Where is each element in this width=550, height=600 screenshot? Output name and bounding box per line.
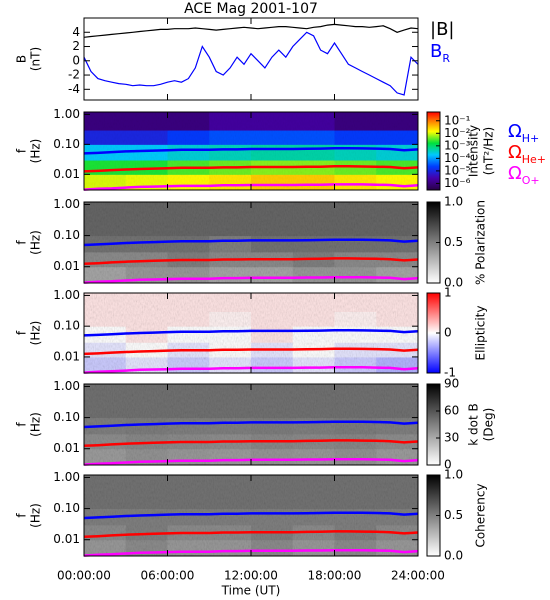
gyro-legend-main: Ω [508,121,522,142]
y-axis-label: (Hz) [29,321,43,346]
y-tick-label: 0.01 [53,259,80,273]
colorbar-tick-label: 10⁻⁴ [444,151,471,165]
y-tick-label: 1.00 [53,379,80,393]
colorbar [426,383,441,466]
legend-entry: BR [430,41,450,65]
gyro-legend-main: Ω [508,163,522,184]
y-tick-label: 1.00 [53,470,80,484]
y-tick-label: 1.00 [53,197,80,211]
colorbar-tick-label: 10⁻⁶ [444,176,471,190]
colorbar-tick-label: 0.0 [444,549,463,563]
y-tick-label: -4 [68,82,80,96]
gyro-legend-sub: O+ [522,174,540,187]
plot-frame [83,17,419,101]
gyrofrequency-line [83,530,419,538]
colorbar-tick-label: 0.5 [444,508,463,522]
x-tick-label: 00:00:00 [57,569,111,583]
y-tick-label: 0.10 [53,319,80,333]
colorbar-tick-label: 1 [444,286,452,300]
gyrofrequency-line [83,439,419,447]
gyrofrequency-line [83,147,419,155]
y-tick-label: 0.01 [53,349,80,363]
y-tick-label: 1.00 [53,288,80,302]
y-axis-label: (Hz) [29,503,43,528]
colorbar-tick-label: 10⁻² [444,126,471,140]
y-axis-label: (Hz) [29,412,43,437]
gyro-legend-sub: H+ [522,132,540,145]
gyrofrequency-line [83,511,419,520]
x-tick-label: 24:00:00 [391,569,445,583]
colorbar-tick-label: 90 [444,377,459,391]
y-tick-label: 0.01 [53,441,80,455]
colorbar [426,111,441,191]
colorbar-label: Ellipticity [474,306,488,361]
y-axis-label: (Hz) [29,230,43,255]
y-tick-label: 0.10 [53,137,80,151]
gyro-legend: ΩHe+ [508,142,546,166]
x-tick-label: 12:00:00 [224,569,278,583]
y-axis-label: f [15,513,29,518]
gyrofrequency-line [83,165,419,173]
gyro-legend: ΩO+ [508,163,540,187]
colorbar-tick-label: 10⁻¹ [444,113,471,127]
y-tick-label: 2 [72,39,80,53]
colorbar-tick-label: 30 [444,431,459,445]
colorbar-label: Intensity [467,125,481,177]
colorbar-label: Coherency [474,483,488,547]
colorbar-tick-label: 1.0 [444,195,463,209]
y-tick-label: 0.10 [53,410,80,424]
colorbar-label: (nT²/Hz) [482,127,496,175]
y-axis-label: (Hz) [29,139,43,164]
y-tick-label: 1.00 [53,107,80,121]
series-line [83,31,419,96]
y-tick-label: 0 [72,53,80,67]
gyro-legend-main: Ω [508,142,522,163]
colorbar-tick-label: 0.0 [444,276,463,290]
colorbar-tick-label: 60 [444,404,459,418]
gyrofrequency-line [83,420,419,429]
y-tick-label: 0.10 [53,501,80,515]
y-tick-label: 0.01 [53,167,80,181]
colorbar-tick-label: 10⁻⁵ [444,163,471,177]
colorbar-tick-label: 0 [444,326,452,340]
y-axis-label: f [15,240,29,245]
legend-entry: |B| [430,19,454,40]
y-axis-label: f [15,330,29,335]
colorbar-tick-label: 0.5 [444,235,463,249]
x-tick-label: 18:00:00 [308,569,362,583]
y-axis-label: f [15,148,29,153]
colorbar-tick-label: 1.0 [444,468,463,482]
x-axis-label: Time (UT) [221,584,281,598]
legend-entry-sub: R [442,52,450,65]
y-tick-label: -2 [68,68,80,82]
gyro-legend-sub: He+ [522,153,546,166]
y-tick-label: 4 [72,25,80,39]
y-axis-label: f [15,422,29,427]
colorbar-tick-label: 10⁻³ [444,138,471,152]
gyrofrequency-line [83,347,419,356]
y-tick-label: 0.10 [53,228,80,242]
gyrofrequency-line [83,257,419,265]
colorbar-tick-label: -1 [444,366,456,380]
legend-entry-main: B [430,41,442,62]
gyrofrequency-line [83,328,419,337]
gyro-legend: ΩH+ [508,121,539,145]
y-axis-label: B [15,55,29,63]
series-line [83,23,419,38]
x-tick-label: 06:00:00 [141,569,195,583]
colorbar-label: % Polarization [474,200,488,285]
colorbar-tick-label: 0 [444,458,452,472]
y-tick-label: 0.01 [53,532,80,546]
gyrofrequency-line [83,238,419,247]
y-axis-label: (nT) [29,47,43,71]
legend-entry-main: |B| [430,19,454,40]
chart-title: ACE Mag 2001-107 [184,1,318,17]
colorbar-label: (Deg) [482,408,496,442]
colorbar-label: k dot B [467,403,481,445]
